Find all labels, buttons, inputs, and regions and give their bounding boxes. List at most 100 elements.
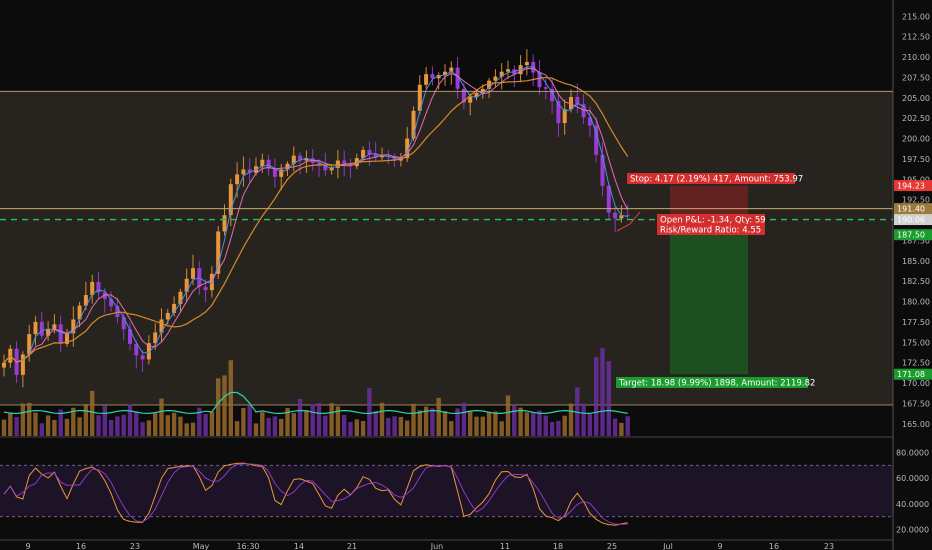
oscillator-tick: 40.0000: [896, 500, 929, 509]
candle-body: [550, 88, 555, 102]
volume-bar: [247, 405, 252, 436]
candle-body: [367, 149, 372, 155]
price-tag-label: 190.06: [897, 216, 925, 225]
pnl-label: Open P&L: -1.34, Qty: 59: [660, 216, 766, 226]
volume-bar: [159, 398, 164, 436]
medium-ma-line: [3, 67, 629, 364]
time-tick: 23: [824, 542, 834, 550]
volume-bar: [1, 419, 7, 436]
pnl-label-bg: [657, 214, 765, 225]
candle-body: [317, 162, 321, 166]
price-tick: 185.00: [902, 257, 930, 266]
candle-body: [65, 333, 69, 344]
price-tag-bg: [894, 180, 932, 192]
volume-bar: [549, 422, 555, 436]
volume-bar: [398, 416, 404, 436]
candle-body: [443, 71, 447, 75]
volume-bar: [222, 375, 227, 436]
range-box: [0, 91, 893, 406]
price-tick: 177.50: [902, 318, 930, 327]
volume-bar: [587, 414, 593, 436]
volume-bar: [417, 410, 422, 436]
volume-bar: [228, 360, 233, 436]
candle-body: [569, 96, 573, 110]
candle-body: [587, 117, 592, 126]
candle-body: [411, 110, 416, 139]
stop-label-bg: [627, 173, 795, 184]
candle-body: [2, 362, 6, 368]
time-tick: 16: [76, 542, 86, 550]
volume-bar: [316, 403, 322, 436]
candle-body: [335, 160, 340, 168]
candle-body: [493, 76, 498, 81]
volume-bar: [216, 378, 221, 436]
price-tick: 210.00: [902, 53, 930, 62]
price-tag-bg: [894, 214, 932, 226]
volume-bar: [619, 422, 624, 436]
target-zone: [670, 219, 748, 375]
time-tick: May: [193, 542, 210, 550]
candle-body: [90, 281, 95, 296]
candle-body: [506, 69, 510, 72]
candle-body: [436, 74, 441, 79]
price-tick: 202.50: [902, 114, 930, 123]
volume-bar: [253, 423, 259, 436]
horizontal-lines-layer[interactable]: [0, 90, 893, 221]
volume-bar: [184, 423, 189, 436]
candle-body: [203, 286, 208, 291]
stop-zone: [670, 185, 748, 220]
price-tick: 175.00: [902, 338, 930, 347]
candle-body: [178, 291, 183, 304]
volume-bar: [461, 402, 467, 436]
price-tag-label: 187.50: [897, 231, 925, 240]
candle-body: [613, 212, 618, 219]
candle-body: [581, 104, 586, 118]
volume-bar: [115, 416, 120, 436]
candle-body: [27, 334, 32, 355]
volume-bar: [499, 421, 504, 436]
oscillator-band: [0, 465, 893, 517]
candle-body: [449, 67, 454, 72]
time-tick: Jun: [430, 542, 444, 550]
candle-body: [222, 215, 227, 232]
candle-body: [392, 156, 397, 161]
position-tool-layer[interactable]: [616, 185, 748, 375]
volume-bar: [209, 411, 215, 436]
volume-bar: [102, 405, 107, 436]
volume-bar: [323, 415, 328, 436]
volume-bar: [348, 422, 353, 436]
volume-bar: [285, 407, 290, 436]
candle-body: [140, 355, 145, 360]
volume-bar: [171, 412, 177, 436]
volume-layer: [1, 348, 630, 436]
volume-bar: [455, 408, 460, 436]
candle-body: [487, 80, 492, 89]
candle-body: [524, 61, 529, 66]
volume-bar: [329, 403, 334, 436]
candle-body: [285, 163, 290, 170]
time-tick: 11: [500, 542, 510, 550]
candle-body: [619, 215, 624, 219]
candle-body: [33, 321, 38, 335]
candle-body: [405, 138, 410, 159]
candle-body: [228, 184, 233, 216]
candle-body: [474, 92, 479, 97]
volume-bar: [354, 419, 359, 436]
volume-bar: [272, 416, 278, 436]
time-tick: 16: [769, 542, 779, 550]
volume-bar: [45, 415, 51, 436]
volume-bar: [165, 415, 170, 436]
price-tag-bg: [894, 368, 932, 380]
volume-bar: [562, 415, 567, 436]
volume-bar: [392, 416, 397, 436]
candle-body: [241, 169, 246, 175]
candle-body: [39, 321, 44, 336]
candle-body: [121, 317, 126, 330]
stop-label: Stop: 4.17 (2.19%) 417, Amount: 753.97: [630, 175, 803, 185]
volume-bar: [335, 406, 341, 436]
candle-body: [594, 125, 599, 155]
volume-bar: [64, 418, 70, 436]
candle-body: [499, 71, 504, 77]
position-annotations-layer: Stop: 4.17 (2.19%) 417, Amount: 753.97 Op…: [616, 173, 815, 389]
